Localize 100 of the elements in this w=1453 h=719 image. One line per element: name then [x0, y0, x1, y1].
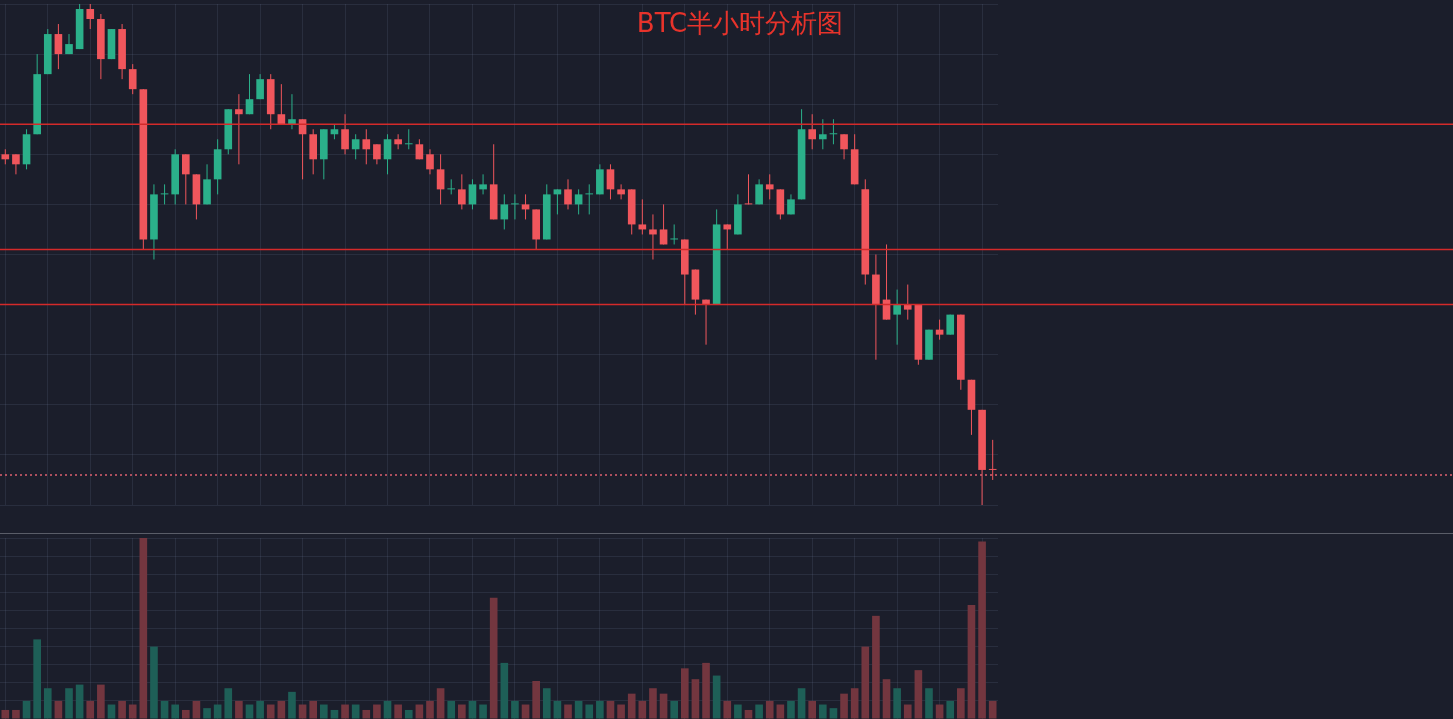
candlestick	[447, 178, 456, 195]
bar	[617, 704, 625, 719]
candlestick	[256, 73, 264, 100]
bar	[903, 704, 912, 719]
bar	[914, 670, 923, 719]
candlestick	[659, 203, 668, 245]
candlestick	[988, 439, 997, 481]
candlestick	[808, 113, 817, 150]
bar	[649, 688, 657, 719]
bar	[394, 704, 402, 719]
bar	[553, 700, 562, 719]
bar	[97, 684, 105, 719]
candlestick	[521, 193, 530, 220]
candlestick	[585, 183, 594, 215]
bar	[351, 704, 360, 719]
bar	[489, 597, 498, 719]
candlestick	[426, 148, 434, 175]
bar	[181, 709, 190, 719]
bar	[415, 704, 424, 719]
bar	[872, 615, 880, 719]
bar	[829, 708, 838, 719]
bar	[670, 700, 678, 719]
bar	[957, 688, 965, 719]
bar	[787, 700, 795, 719]
bar	[765, 700, 774, 719]
bar	[627, 693, 636, 719]
bar	[447, 700, 456, 719]
bar	[511, 700, 519, 719]
bar	[330, 709, 339, 719]
bar	[659, 693, 668, 719]
candlestick	[128, 63, 137, 95]
bar	[574, 700, 583, 719]
bar	[479, 704, 487, 719]
bar	[426, 700, 434, 719]
bar	[362, 709, 371, 719]
bar	[288, 691, 296, 719]
candlestick	[935, 319, 944, 341]
bar	[65, 688, 73, 719]
candlestick	[840, 133, 848, 160]
candlestick	[765, 173, 774, 200]
candlestick	[893, 289, 901, 346]
candlestick	[245, 73, 254, 115]
candlestick	[755, 178, 763, 205]
bar	[988, 700, 997, 719]
bar	[797, 688, 806, 719]
bar	[712, 675, 721, 719]
candlestick	[373, 143, 381, 165]
bar	[320, 704, 328, 719]
bar	[702, 662, 710, 719]
candlestick	[564, 178, 572, 210]
bar	[542, 688, 551, 719]
bar	[309, 700, 318, 719]
bar	[1, 709, 10, 719]
candlestick	[574, 188, 583, 215]
candlestick	[404, 128, 413, 150]
candlestick	[638, 198, 647, 235]
bar	[383, 700, 392, 719]
bar	[139, 538, 148, 719]
bar	[54, 700, 63, 719]
bar	[532, 680, 540, 719]
bar	[638, 700, 647, 719]
bar	[850, 688, 859, 719]
bar	[521, 704, 530, 719]
candlestick	[458, 173, 466, 210]
candlestick	[606, 163, 615, 200]
bar	[978, 541, 986, 719]
bar	[224, 688, 233, 719]
candlestick	[12, 153, 20, 175]
bar	[925, 688, 933, 719]
candlestick	[468, 178, 477, 210]
bar	[734, 704, 742, 719]
bar	[266, 704, 275, 719]
chart-title: BTC半小时分析图	[636, 7, 844, 38]
candlestick	[436, 153, 445, 205]
candlestick	[500, 193, 509, 230]
bar	[808, 700, 817, 719]
bar	[819, 704, 827, 719]
bar	[776, 704, 785, 719]
bar	[235, 700, 243, 719]
candlestick	[617, 183, 625, 200]
bar	[203, 708, 211, 719]
candlestick	[553, 188, 562, 215]
bar	[458, 704, 466, 719]
bar	[840, 693, 848, 719]
bar	[596, 700, 604, 719]
candlestick	[235, 93, 243, 165]
bar	[500, 662, 509, 719]
candlestick	[383, 133, 392, 175]
candlestick	[181, 153, 190, 205]
candlestick	[723, 223, 732, 250]
bar	[245, 704, 254, 719]
bar	[22, 700, 31, 719]
bar	[404, 709, 413, 719]
bar	[564, 704, 572, 719]
bar	[150, 646, 158, 719]
candlestick	[86, 3, 95, 30]
candlestick	[341, 113, 349, 155]
bar	[585, 704, 594, 719]
bar	[86, 700, 95, 719]
candlestick	[511, 193, 519, 220]
